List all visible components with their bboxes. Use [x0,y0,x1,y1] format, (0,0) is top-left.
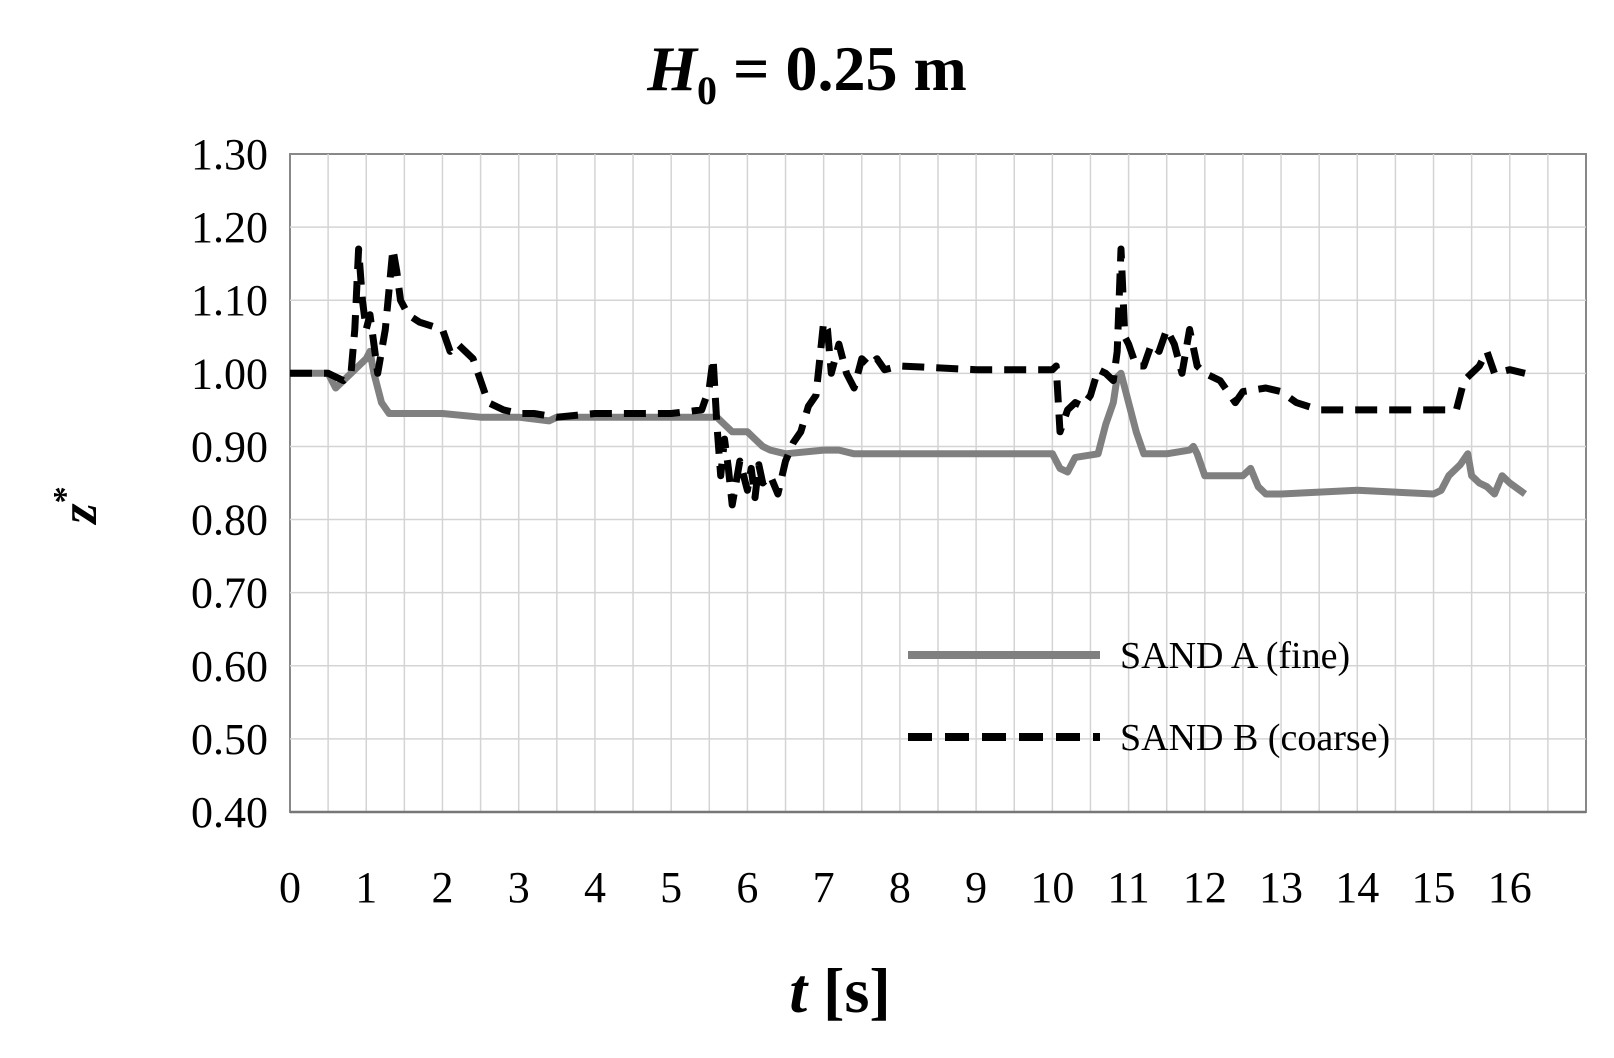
x-tick-label: 15 [1412,863,1456,912]
x-axis-label: t [s] [789,955,890,1026]
x-tick-label: 3 [508,863,530,912]
y-tick-label: 0.50 [191,715,268,764]
x-axis-ticks: 0 1 2 3 4 5 6 7 8 9 10 11 12 13 14 15 16 [279,863,1532,912]
legend-label-sand-b: SAND B (coarse) [1120,717,1390,759]
x-tick-label: 9 [965,863,987,912]
y-tick-label: 0.90 [191,422,268,471]
x-tick-label: 5 [660,863,682,912]
x-tick-label: 6 [736,863,758,912]
x-tick-label: 11 [1107,863,1149,912]
x-tick-label: 13 [1259,863,1303,912]
x-tick-label: 8 [889,863,911,912]
legend: SAND A (fine) SAND B (coarse) [908,635,1390,759]
y-axis-label-superscript: * [47,486,84,503]
x-tick-label: 16 [1488,863,1532,912]
chart-title-subscript: 0 [697,68,717,113]
plot-area [289,153,1587,814]
x-axis-label-italic: t [789,955,809,1026]
y-tick-label: 1.20 [191,203,268,252]
y-tick-label: 1.30 [191,130,268,179]
x-tick-label: 10 [1030,863,1074,912]
y-tick-label: 0.80 [191,496,268,545]
y-axis-label: z* [47,486,108,525]
y-tick-label: 0.40 [191,788,268,837]
series-line-sand-a [290,347,1528,498]
chart-title-italic: H [646,33,699,104]
y-tick-label: 0.70 [191,569,268,618]
chart-title-rest: = 0.25 m [717,33,967,104]
legend-label-sand-a: SAND A (fine) [1120,635,1350,677]
y-axis-label-italic: z [51,503,108,526]
x-tick-label: 7 [813,863,835,912]
y-axis-ticks: 0.40 0.50 0.60 0.70 0.80 0.90 1.00 1.10 1.20 1.30 [191,130,268,837]
x-tick-label: 4 [584,863,606,912]
series-line-sand-b [290,245,1526,509]
y-tick-label: 1.00 [191,349,268,398]
x-tick-label: 2 [431,863,453,912]
y-tick-label: 1.10 [191,276,268,325]
x-tick-label: 12 [1183,863,1227,912]
chart-title: H0 = 0.25 m [646,33,967,113]
x-tick-label: 0 [279,863,301,912]
x-tick-label: 14 [1335,863,1379,912]
y-tick-label: 0.60 [191,642,268,691]
x-tick-label: 1 [355,863,377,912]
x-axis-label-rest: [s] [807,955,891,1026]
